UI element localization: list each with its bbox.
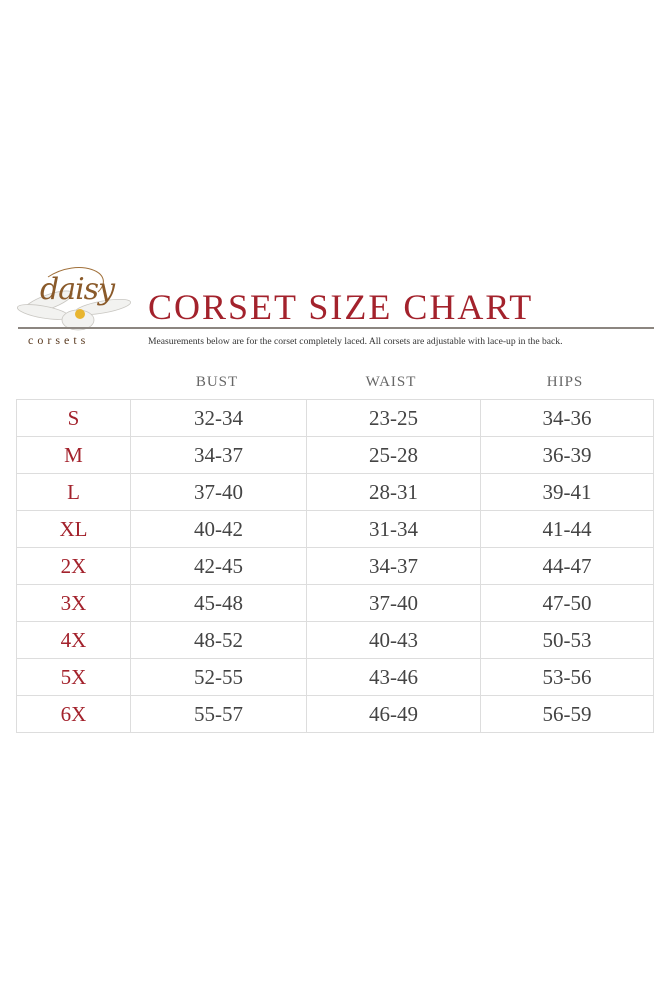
- logo-sub-text: corsets: [28, 333, 90, 347]
- bust-cell: 42-45: [130, 547, 307, 585]
- waist-cell: 31-34: [306, 510, 481, 548]
- hips-cell: 50-53: [480, 621, 654, 659]
- size-table: S 32-34 23-25 34-36 M 34-37 25-28 36-39 L 37-40 28…: [16, 399, 654, 733]
- logo-script-text: daisy: [40, 272, 115, 307]
- bust-cell: 40-42: [130, 510, 307, 548]
- table-row: 3X 45-48 37-40 47-50: [16, 584, 654, 622]
- size-cell: 2X: [16, 547, 131, 585]
- size-cell: XL: [16, 510, 131, 548]
- size-cell: S: [16, 399, 131, 437]
- bust-cell: 48-52: [130, 621, 307, 659]
- waist-cell: 46-49: [306, 695, 481, 733]
- hips-cell: 36-39: [480, 436, 654, 474]
- daisy-corsets-logo: daisy corsets: [8, 262, 143, 352]
- table-row: L 37-40 28-31 39-41: [16, 473, 654, 511]
- hips-cell: 47-50: [480, 584, 654, 622]
- daisy-flower-icon: [16, 267, 131, 331]
- table-row: 4X 48-52 40-43 50-53: [16, 621, 654, 659]
- bust-cell: 45-48: [130, 584, 307, 622]
- table-row: XL 40-42 31-34 41-44: [16, 510, 654, 548]
- hips-cell: 56-59: [480, 695, 654, 733]
- waist-cell: 40-43: [306, 621, 481, 659]
- table-row: 2X 42-45 34-37 44-47: [16, 547, 654, 585]
- header-waist: WAIST: [365, 374, 417, 390]
- hips-cell: 39-41: [480, 473, 654, 511]
- size-cell: 3X: [16, 584, 131, 622]
- hips-cell: 53-56: [480, 658, 654, 696]
- hips-cell: 44-47: [480, 547, 654, 585]
- header-bust: BUST: [195, 374, 239, 390]
- table-row: M 34-37 25-28 36-39: [16, 436, 654, 474]
- waist-cell: 25-28: [306, 436, 481, 474]
- size-cell: 6X: [16, 695, 131, 733]
- title-divider: [18, 327, 654, 329]
- header-hips: HIPS: [546, 374, 584, 390]
- waist-cell: 28-31: [306, 473, 481, 511]
- waist-cell: 23-25: [306, 399, 481, 437]
- bust-cell: 34-37: [130, 436, 307, 474]
- size-cell: 4X: [16, 621, 131, 659]
- waist-cell: 37-40: [306, 584, 481, 622]
- bust-cell: 37-40: [130, 473, 307, 511]
- waist-cell: 34-37: [306, 547, 481, 585]
- hips-cell: 34-36: [480, 399, 654, 437]
- bust-cell: 55-57: [130, 695, 307, 733]
- waist-cell: 43-46: [306, 658, 481, 696]
- hips-cell: 41-44: [480, 510, 654, 548]
- size-cell: M: [16, 436, 131, 474]
- size-cell: L: [16, 473, 131, 511]
- table-row: S 32-34 23-25 34-36: [16, 399, 654, 437]
- measurement-note: Measurements below are for the corset co…: [148, 336, 563, 347]
- table-row: 5X 52-55 43-46 53-56: [16, 658, 654, 696]
- table-row: 6X 55-57 46-49 56-59: [16, 695, 654, 733]
- page-title: CORSET SIZE CHART: [148, 287, 534, 327]
- size-cell: 5X: [16, 658, 131, 696]
- bust-cell: 52-55: [130, 658, 307, 696]
- bust-cell: 32-34: [130, 399, 307, 437]
